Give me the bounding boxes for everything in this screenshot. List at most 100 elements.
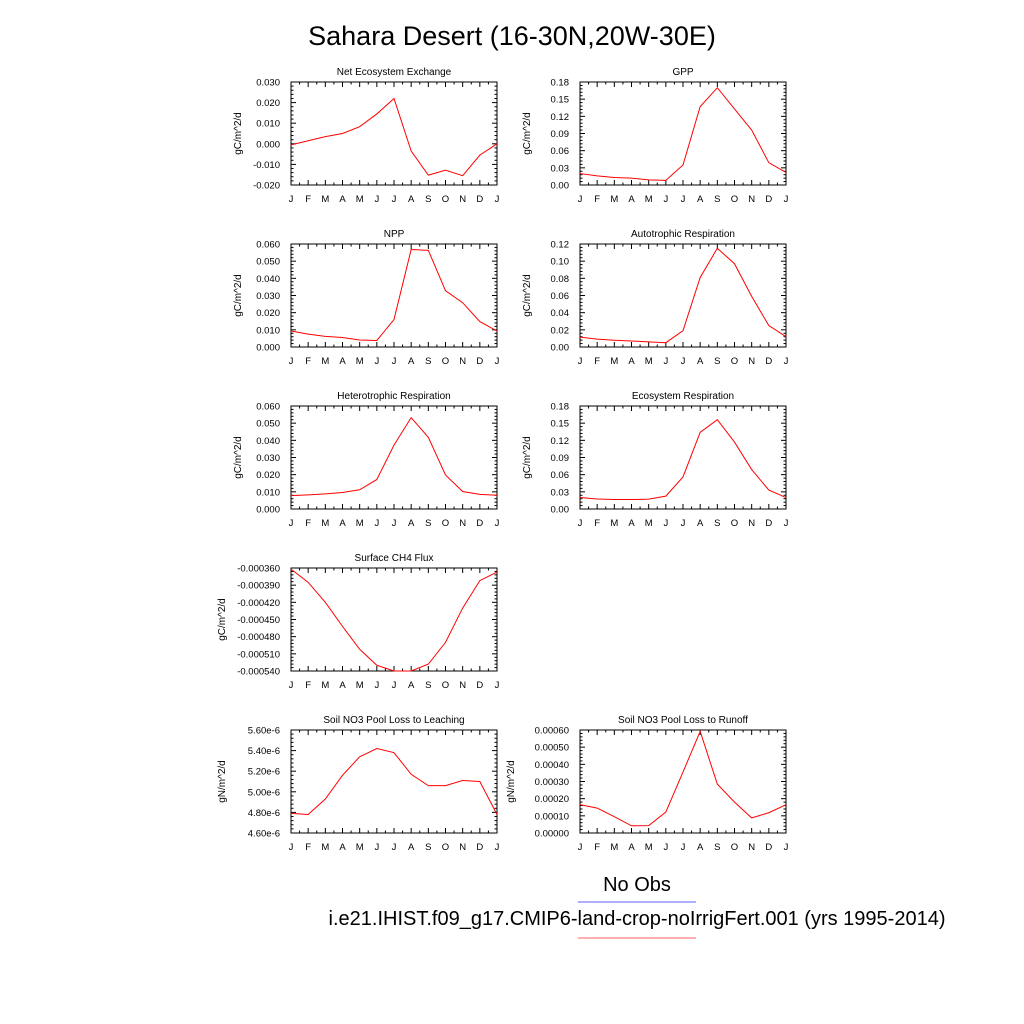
y-tick-label: 0.000 <box>256 505 280 516</box>
panel-title: Autotrophic Respiration <box>631 229 735 240</box>
y-tick-label: 5.00e-6 <box>248 787 280 798</box>
x-tick-label: S <box>714 194 720 205</box>
x-tick-label: J <box>784 842 789 853</box>
x-tick-label: A <box>697 356 704 367</box>
x-tick-label: M <box>356 356 364 367</box>
x-tick-label: J <box>289 842 294 853</box>
x-tick-label: S <box>425 842 431 853</box>
x-tick-label: J <box>374 518 379 529</box>
x-tick-label: M <box>356 680 364 691</box>
x-tick-label: J <box>784 518 789 529</box>
x-tick-label: M <box>356 194 364 205</box>
y-tick-label: 0.00 <box>551 505 570 516</box>
y-tick-label: 0.040 <box>256 436 280 447</box>
page-title: Sahara Desert (16-30N,20W-30E) <box>308 21 716 51</box>
panel-title: Soil NO3 Pool Loss to Leaching <box>323 715 464 726</box>
y-tick-label: 0.06 <box>551 146 570 157</box>
y-axis-label: gC/m^2/d <box>522 274 533 317</box>
y-tick-label: 0.00060 <box>535 726 569 737</box>
x-tick-label: F <box>305 194 311 205</box>
x-tick-label: S <box>714 518 720 529</box>
x-tick-label: J <box>681 194 686 205</box>
x-tick-label: O <box>731 194 738 205</box>
y-tick-label: 0.030 <box>256 78 280 89</box>
x-tick-label: D <box>476 518 483 529</box>
y-tick-label: 0.06 <box>551 470 570 481</box>
y-tick-label: 0.050 <box>256 257 280 268</box>
x-tick-label: A <box>408 356 415 367</box>
x-tick-label: F <box>305 518 311 529</box>
y-tick-label: 0.00030 <box>535 777 569 788</box>
y-axis-label: gC/m^2/d <box>522 436 533 479</box>
y-tick-label: 0.15 <box>551 419 570 430</box>
y-axis-label: gC/m^2/d <box>217 598 228 641</box>
plot-frame <box>290 81 498 186</box>
x-tick-label: F <box>305 680 311 691</box>
x-tick-label: O <box>731 356 738 367</box>
y-tick-label: 0.12 <box>551 112 570 123</box>
x-tick-label: D <box>476 680 483 691</box>
x-tick-label: D <box>476 194 483 205</box>
x-tick-label: J <box>392 518 397 529</box>
x-tick-label: J <box>392 842 397 853</box>
y-tick-label: 4.80e-6 <box>248 808 280 819</box>
x-tick-label: J <box>374 680 379 691</box>
series-line <box>290 568 498 672</box>
x-tick-label: J <box>289 680 294 691</box>
x-tick-label: N <box>748 356 755 367</box>
x-tick-label: O <box>442 194 449 205</box>
x-tick-label: D <box>476 842 483 853</box>
x-tick-label: M <box>645 842 653 853</box>
y-tick-label: -0.020 <box>253 181 280 192</box>
y-axis-label: gC/m^2/d <box>522 112 533 155</box>
x-tick-label: S <box>425 518 431 529</box>
x-tick-label: J <box>784 194 789 205</box>
x-tick-label: A <box>339 842 346 853</box>
y-tick-label: 0.020 <box>256 308 280 319</box>
y-tick-label: 0.08 <box>551 274 570 285</box>
x-tick-label: M <box>645 518 653 529</box>
x-tick-label: F <box>594 518 600 529</box>
series-line <box>579 247 787 344</box>
panel-title: Ecosystem Respiration <box>632 391 734 402</box>
x-tick-label: J <box>495 356 500 367</box>
x-tick-label: J <box>495 518 500 529</box>
panel-title: GPP <box>672 67 693 78</box>
plot-frame <box>290 567 498 672</box>
y-tick-label: 0.00020 <box>535 794 569 805</box>
legend: No Obs i.e21.IHIST.f09_g17.CMIP6-land-cr… <box>329 874 945 939</box>
plot-frame <box>579 405 787 510</box>
x-tick-label: J <box>663 518 668 529</box>
x-tick-label: N <box>459 356 466 367</box>
x-tick-label: A <box>697 518 704 529</box>
x-tick-label: A <box>339 518 346 529</box>
x-tick-label: M <box>321 842 329 853</box>
y-tick-label: 5.60e-6 <box>248 726 280 737</box>
y-tick-label: 0.12 <box>551 240 570 251</box>
y-tick-label: -0.000420 <box>237 598 280 609</box>
y-tick-label: 0.02 <box>551 325 570 336</box>
panel-title: NPP <box>384 229 405 240</box>
y-tick-label: 0.00 <box>551 343 570 354</box>
y-tick-label: 0.04 <box>551 308 570 319</box>
y-tick-label: 0.03 <box>551 487 570 498</box>
x-tick-label: M <box>610 356 618 367</box>
x-tick-label: N <box>459 194 466 205</box>
x-tick-label: N <box>459 518 466 529</box>
x-tick-label: J <box>578 356 583 367</box>
y-tick-label: -0.010 <box>253 160 280 171</box>
x-tick-label: M <box>321 680 329 691</box>
x-tick-label: F <box>305 356 311 367</box>
y-axis-label: gC/m^2/d <box>233 112 244 155</box>
y-tick-label: -0.000450 <box>237 615 280 626</box>
y-tick-label: 0.09 <box>551 129 570 140</box>
y-tick-label: 0.15 <box>551 95 570 106</box>
y-tick-label: 0.050 <box>256 419 280 430</box>
y-tick-label: 0.06 <box>551 291 570 302</box>
